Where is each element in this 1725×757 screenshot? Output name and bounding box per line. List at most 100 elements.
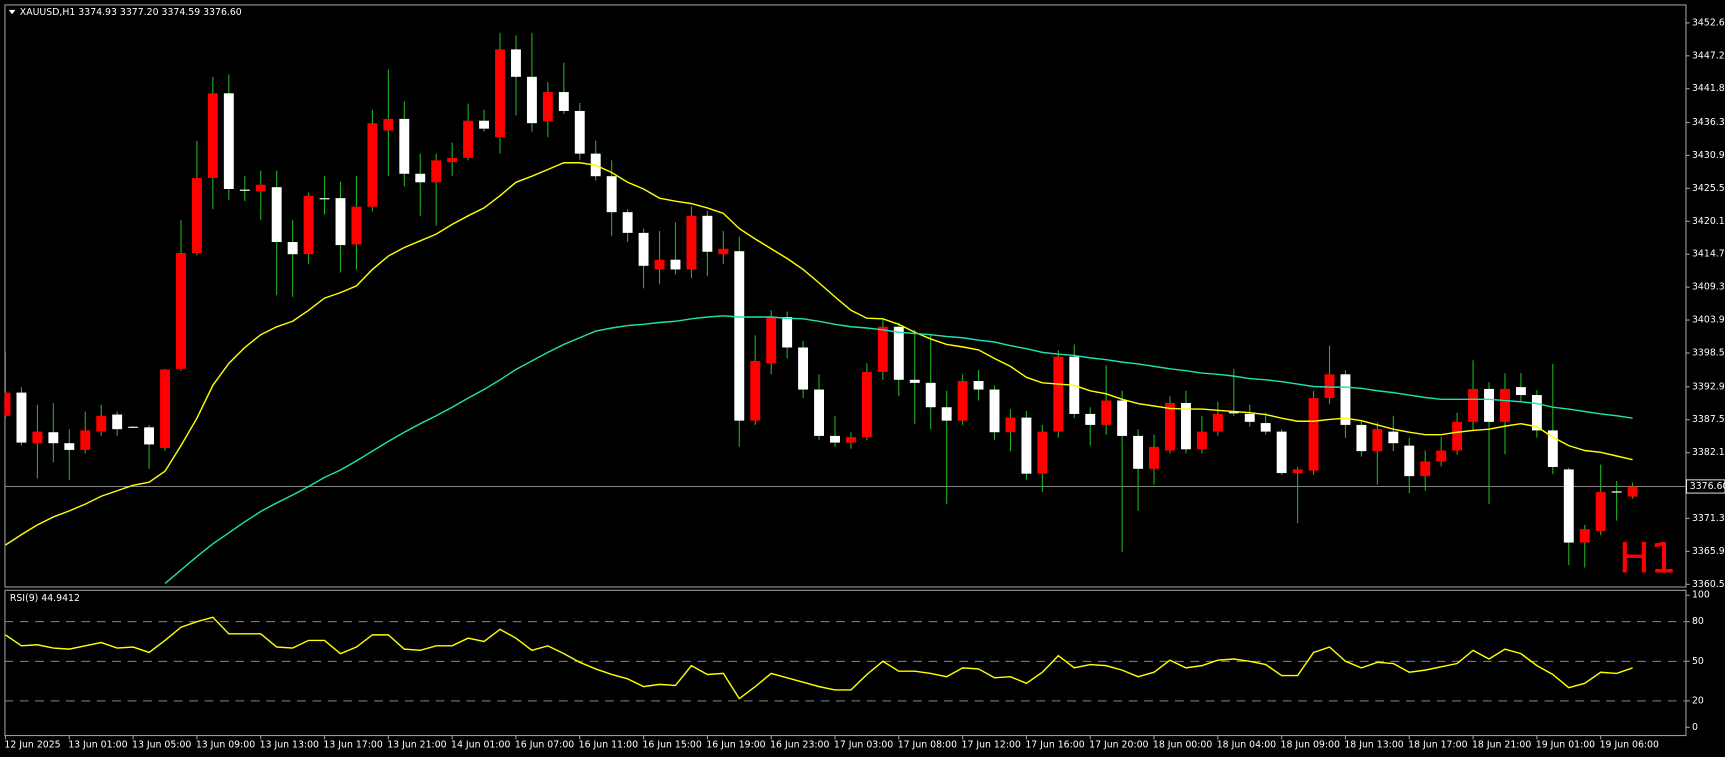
candle-body	[830, 435, 840, 443]
y-tick-label: 3452.65	[1692, 17, 1725, 28]
candle-body	[239, 189, 250, 191]
candle-body	[542, 92, 553, 122]
candle-body	[287, 242, 298, 255]
y-tick-label: 3441.85	[1692, 83, 1725, 94]
candle-body	[973, 381, 984, 390]
rsi-header: RSI(9) 44.9412	[10, 593, 80, 604]
x-tick-label: 13 Jun 13:00	[260, 739, 319, 750]
candle-body	[670, 259, 681, 270]
x-tick-label: 18 Jun 21:00	[1472, 739, 1531, 750]
candle-body	[367, 123, 378, 207]
candle-body	[654, 259, 665, 270]
y-tick-label: 50	[1692, 656, 1704, 667]
x-tick-label: 13 Jun 17:00	[323, 739, 382, 750]
candle-body	[1085, 413, 1096, 425]
y-tick-label: 3365.95	[1692, 546, 1725, 557]
x-tick-label: 16 Jun 19:00	[706, 739, 765, 750]
moving-average	[5, 162, 1633, 546]
y-tick-label: 3371.35	[1692, 513, 1725, 524]
y-tick-label: 0	[1692, 722, 1698, 733]
candle-body	[782, 317, 793, 348]
y-tick-label: 3447.25	[1692, 50, 1725, 61]
candle-body	[48, 432, 59, 444]
candle-body	[734, 251, 745, 421]
candle-body	[1388, 431, 1399, 444]
candle-body	[925, 382, 936, 408]
candle-body	[1292, 469, 1303, 474]
candle-body	[526, 76, 537, 124]
timeframe-annotation: H1	[1619, 534, 1677, 583]
candle-body	[622, 212, 633, 233]
current-price-label: 3376.60	[1690, 481, 1725, 492]
y-tick-label: 3403.90	[1692, 315, 1725, 326]
x-tick-label: 16 Jun 11:00	[579, 739, 638, 750]
candle-body	[893, 326, 904, 380]
candle-body	[112, 414, 123, 430]
candle-body	[1165, 402, 1175, 451]
y-tick-label: 3360.55	[1692, 579, 1725, 590]
candle-body	[558, 92, 569, 111]
x-tick-label: 17 Jun 16:00	[1025, 739, 1084, 750]
candle-body	[1308, 398, 1319, 471]
candle-body	[1531, 395, 1542, 431]
y-tick-label: 3382.15	[1692, 447, 1725, 458]
candle-body	[1149, 446, 1159, 469]
candle-body	[718, 248, 729, 255]
candle-body	[909, 379, 920, 383]
candle-body	[383, 118, 394, 131]
candle-body	[463, 120, 474, 158]
x-tick-label: 16 Jun 07:00	[515, 739, 574, 750]
x-tick-label: 17 Jun 03:00	[834, 739, 893, 750]
moving-average	[164, 315, 1633, 584]
candle-body	[1627, 486, 1638, 497]
candle-body	[766, 317, 777, 364]
y-tick-label: 3414.70	[1692, 249, 1725, 260]
candle-body	[845, 437, 856, 443]
candle-body	[271, 187, 282, 243]
x-tick-label: 18 Jun 09:00	[1281, 739, 1340, 750]
candle-body	[335, 198, 346, 246]
candle-body	[319, 198, 330, 200]
candle-body	[574, 110, 585, 154]
y-tick-label: 3398.50	[1692, 347, 1725, 358]
x-tick-label: 12 Jun 2025	[4, 739, 60, 750]
main-panel	[4, 32, 1686, 584]
candle-body	[191, 178, 202, 254]
candle-body	[1595, 491, 1606, 531]
y-tick-label: 3387.55	[1692, 414, 1725, 425]
candle-body	[1452, 421, 1463, 451]
x-tick-label: 19 Jun 06:00	[1600, 739, 1659, 750]
candle-body	[941, 407, 952, 421]
candle-body	[638, 232, 649, 266]
collapse-icon	[8, 9, 16, 15]
candle-body	[1101, 400, 1112, 425]
candle-body	[1037, 431, 1048, 474]
candle-body	[399, 118, 410, 174]
candle-body	[1276, 431, 1287, 474]
x-tick-label: 13 Jun 05:00	[132, 739, 191, 750]
candle-body	[1212, 413, 1223, 432]
candle-body	[702, 215, 713, 252]
x-tick-label: 17 Jun 08:00	[898, 739, 957, 750]
current-price-box	[1686, 479, 1725, 494]
candle-body	[798, 347, 809, 390]
candle-body	[255, 184, 266, 192]
candle-body	[686, 215, 697, 270]
candle-body	[1372, 429, 1383, 452]
y-tick-label: 3392.95	[1692, 381, 1725, 392]
candle-body	[1117, 400, 1128, 436]
candle-body	[1053, 356, 1064, 432]
candle-body	[176, 253, 186, 369]
candle-body	[431, 160, 442, 183]
candle-body	[223, 93, 234, 189]
axes: 3452.65 3447.25 3441.85 3436.30 3430.90 3425.…	[4, 17, 1725, 750]
y-tick-label: 3425.50	[1692, 183, 1725, 194]
candle-body	[96, 415, 107, 432]
rsi-line	[5, 616, 1633, 700]
candle-body	[160, 369, 170, 449]
candle-body	[80, 430, 91, 450]
y-tick-label: 3409.30	[1692, 282, 1725, 293]
y-tick-label: 80	[1692, 616, 1704, 627]
rsi-panel-frame	[4, 589, 1687, 737]
main-panel-frame	[4, 4, 1687, 588]
